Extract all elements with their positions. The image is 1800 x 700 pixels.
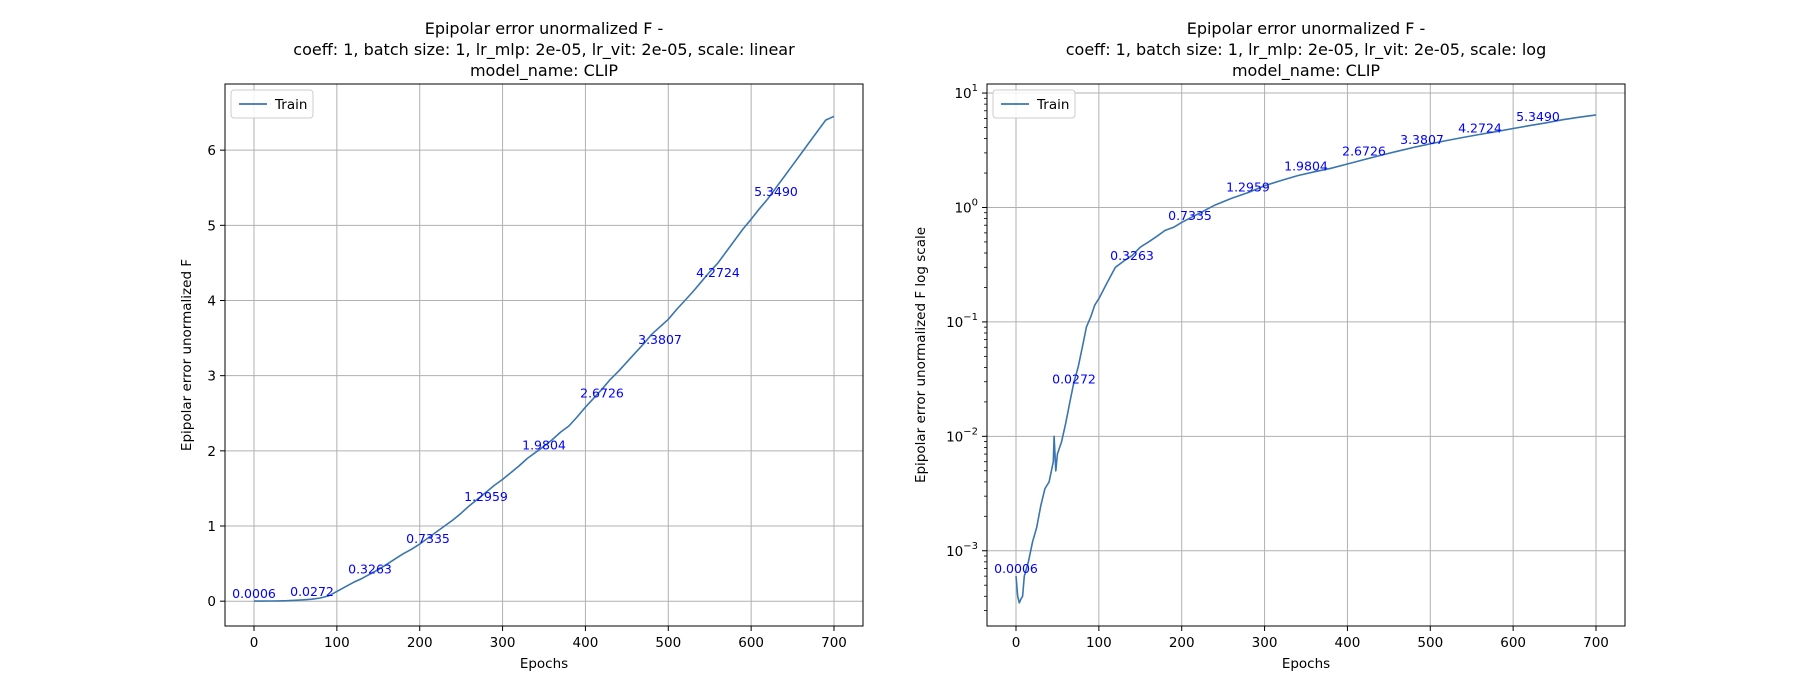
x-tick-label: 200	[1169, 635, 1195, 651]
data-annotation: 0.0006	[232, 586, 276, 601]
data-annotation: 5.3490	[754, 184, 798, 199]
x-axis-label: Epochs	[520, 656, 568, 672]
legend-box	[992, 89, 1076, 119]
legend: Train	[230, 89, 314, 119]
series-line-train	[1015, 114, 1597, 604]
legend-label: Train	[274, 97, 307, 113]
x-tick-label: 200	[407, 635, 433, 651]
data-annotation: 1.2959	[464, 489, 508, 504]
y-tick-label: 10−2	[946, 426, 978, 445]
x-tick-label: 500	[1417, 635, 1443, 651]
data-annotation: 0.0272	[290, 584, 334, 599]
data-annotation: 0.7335	[406, 531, 450, 546]
y-tick-label: 10−1	[946, 312, 978, 331]
y-tick-label: 100	[954, 197, 978, 216]
y-tick-label: 6	[207, 143, 216, 159]
data-annotation: 1.9804	[522, 437, 566, 452]
data-annotation: 4.2724	[1458, 120, 1502, 135]
y-tick-label: 101	[954, 83, 978, 102]
chart-title-line: Epipolar error unormalized F -	[1187, 19, 1426, 38]
y-tick-label: 2	[207, 444, 216, 460]
chart-title-line: coeff: 1, batch size: 1, lr_mlp: 2e-05, …	[1066, 40, 1547, 60]
data-annotation: 1.2959	[1226, 180, 1270, 195]
x-tick-label: 700	[821, 635, 847, 651]
x-tick-label: 0	[250, 635, 259, 651]
data-annotation: 3.3807	[638, 332, 682, 347]
x-tick-label: 400	[573, 635, 599, 651]
y-tick-label: 5	[207, 218, 216, 234]
chart-linear: Epipolar error unormalized F - coeff: 1, …	[179, 19, 864, 672]
legend-box	[230, 89, 314, 119]
chart-title-line: model_name: CLIP	[1232, 61, 1380, 81]
data-annotation: 0.3263	[1110, 248, 1154, 263]
legend: Train	[992, 89, 1076, 119]
y-axis-label: Epipolar error unormalized F	[179, 259, 195, 451]
x-tick-label: 300	[1252, 635, 1278, 651]
chart-log: Epipolar error unormalized F - coeff: 1, …	[913, 19, 1626, 672]
y-axis-label: Epipolar error unormalized F log scale	[913, 227, 929, 483]
axes-frame	[224, 83, 864, 627]
data-annotation: 2.6726	[580, 385, 624, 400]
x-axis-label: Epochs	[1282, 656, 1330, 672]
x-tick-label: 100	[324, 635, 350, 651]
x-tick-label: 100	[1086, 635, 1112, 651]
y-tick-label: 3	[207, 369, 216, 385]
data-annotation: 0.7335	[1168, 208, 1212, 223]
legend-label: Train	[1036, 97, 1069, 113]
data-annotation: 3.3807	[1400, 132, 1444, 147]
x-tick-label: 0	[1012, 635, 1021, 651]
y-tick-label: 0	[207, 594, 216, 610]
series-line-train	[254, 115, 835, 602]
chart-title-line: coeff: 1, batch size: 1, lr_mlp: 2e-05, …	[293, 40, 795, 60]
x-tick-label: 700	[1583, 635, 1609, 651]
data-annotation: 0.3263	[348, 562, 392, 577]
data-annotation: 1.9804	[1284, 159, 1328, 174]
data-annotation: 4.2724	[696, 265, 740, 280]
data-annotation: 0.0006	[994, 561, 1038, 576]
x-tick-label: 300	[490, 635, 516, 651]
data-annotation: 5.3490	[1516, 109, 1560, 124]
data-annotation: 2.6726	[1342, 144, 1386, 159]
x-tick-label: 500	[655, 635, 681, 651]
y-tick-label: 4	[207, 293, 216, 309]
x-tick-label: 400	[1335, 635, 1361, 651]
axes-frame	[986, 83, 1626, 627]
chart-title-line: model_name: CLIP	[470, 61, 618, 81]
y-tick-label: 1	[207, 519, 216, 535]
data-annotation: 0.0272	[1052, 372, 1096, 387]
y-tick-label: 10−3	[946, 541, 978, 560]
x-tick-label: 600	[1500, 635, 1526, 651]
chart-title-line: Epipolar error unormalized F -	[425, 19, 664, 38]
x-tick-label: 600	[738, 635, 764, 651]
